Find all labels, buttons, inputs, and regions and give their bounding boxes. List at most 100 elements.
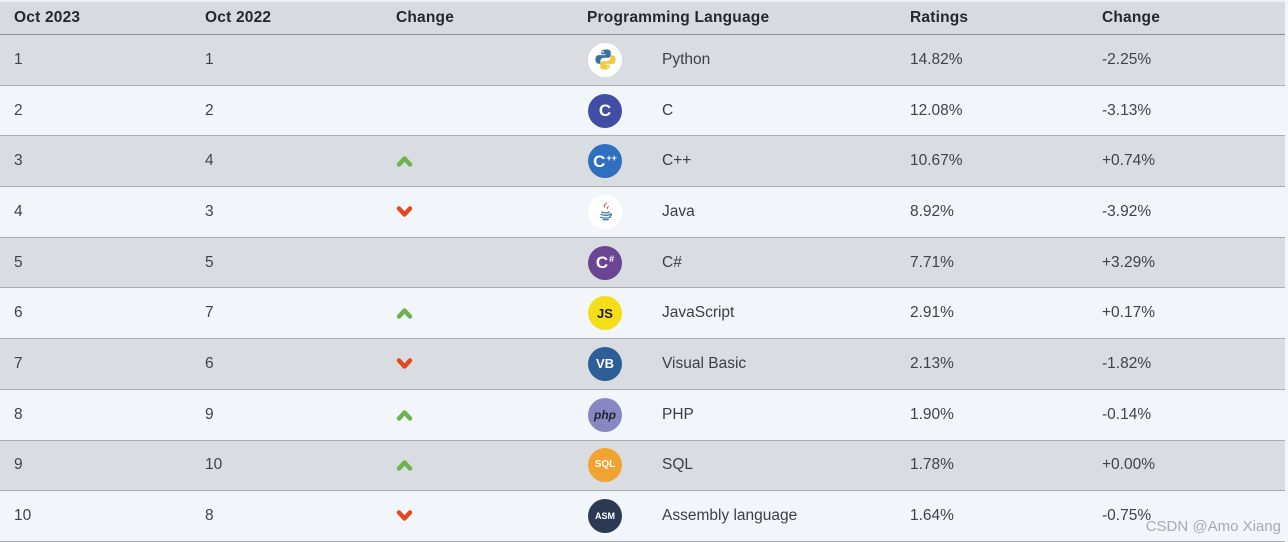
rank-2022-cell: 5 — [205, 253, 214, 271]
table-row: 1 1 Python 14.82% -2.25% — [0, 35, 1285, 86]
rank-2023-cell: 1 — [14, 50, 23, 68]
rank-change-cell — [382, 154, 573, 168]
language-name: C — [662, 101, 674, 119]
php-icon: php — [588, 397, 622, 432]
table-row: 2 2 C C 12.08% -3.13% — [0, 85, 1285, 137]
language-cell: C C — [573, 93, 896, 128]
language-cell: JS JavaScript — [573, 296, 896, 331]
python-icon — [588, 42, 622, 77]
ratings-cell: 1.78% — [910, 456, 954, 474]
cpp-icon: C ++ — [588, 144, 622, 179]
table-row: 4 3 Java 8.92% -3.92% — [0, 187, 1285, 238]
language-name: Visual Basic — [662, 354, 747, 372]
ratings-change-cell: +0.74% — [1102, 152, 1156, 170]
language-cell: VB Visual Basic — [573, 346, 896, 381]
ratings-change-cell: -1.82% — [1102, 354, 1152, 372]
language-name: PHP — [662, 405, 694, 423]
rank-2023-cell: 8 — [14, 405, 23, 423]
down-arrow-icon — [396, 206, 413, 217]
rank-change-cell — [382, 306, 573, 320]
language-name: Java — [662, 202, 695, 220]
ratings-cell: 1.90% — [910, 405, 954, 423]
table-row: 7 6 VB Visual Basic 2.13% -1.82% — [0, 339, 1285, 390]
language-name: Assembly language — [662, 507, 798, 525]
table-row: 10 8 ASM Assembly language 1.64% -0.75% — [0, 491, 1285, 542]
ratings-cell: 14.82% — [910, 50, 963, 68]
rank-change-cell — [382, 357, 573, 371]
sql-icon: SQL — [588, 448, 622, 483]
rank-2023-cell: 9 — [14, 456, 23, 474]
language-cell: ASM Assembly language — [573, 499, 896, 534]
rank-2023-cell: 3 — [14, 152, 23, 170]
rank-2023-cell: 5 — [14, 253, 23, 271]
rank-2023-cell: 7 — [14, 354, 23, 372]
ratings-change-cell: +0.00% — [1102, 456, 1156, 474]
table-row: 8 9 php PHP 1.90% -0.14% — [0, 389, 1285, 441]
java-icon — [588, 194, 622, 229]
language-cell: Python — [573, 42, 896, 77]
table-row: 9 10 SQL SQL 1.78% +0.00% — [0, 440, 1285, 492]
rank-2022-cell: 10 — [205, 456, 223, 474]
language-cell: php PHP — [573, 397, 896, 432]
up-arrow-icon — [396, 409, 413, 421]
table-body: 1 1 Python 14.82% -2.25% 2 2 C C 12.08% … — [0, 35, 1285, 542]
language-cell: C ++ C++ — [573, 144, 896, 179]
rank-2023-cell: 2 — [14, 101, 23, 119]
visual-basic-icon: VB — [588, 346, 622, 381]
language-cell: Java — [573, 194, 896, 229]
rank-change-cell — [382, 408, 573, 422]
table-row: 3 4 C ++ C++ 10.67% +0.74% — [0, 136, 1285, 188]
table-header-row: Oct 2023 Oct 2022 Change Programming Lan… — [0, 0, 1285, 35]
rank-2022-cell: 4 — [205, 152, 214, 170]
icon-sub-label: # — [609, 254, 615, 265]
rank-2022-cell: 3 — [205, 202, 214, 220]
csharp-icon: C # — [588, 245, 622, 280]
icon-sub-label: ++ — [606, 152, 617, 163]
icon-label: C — [593, 151, 606, 171]
language-name: Python — [662, 50, 711, 68]
header-ratings-change: Change — [1102, 9, 1161, 26]
rank-2022-cell: 1 — [205, 50, 214, 68]
down-arrow-icon — [396, 358, 413, 369]
rank-2022-cell: 8 — [205, 507, 214, 525]
ratings-change-cell: -2.25% — [1102, 50, 1152, 68]
header-ratings: Ratings — [910, 9, 969, 26]
ratings-cell: 1.64% — [910, 507, 954, 525]
icon-label: VB — [595, 356, 615, 372]
rank-change-cell — [382, 205, 573, 219]
icon-label: php — [594, 407, 616, 422]
language-cell: SQL SQL — [573, 448, 896, 483]
ratings-change-cell: -0.75% — [1102, 507, 1152, 525]
language-name: SQL — [662, 456, 694, 474]
ratings-change-cell: +0.17% — [1102, 304, 1156, 322]
rank-2023-cell: 10 — [14, 507, 32, 525]
rank-2022-cell: 6 — [205, 354, 214, 372]
rank-2023-cell: 6 — [14, 304, 23, 322]
language-name: C# — [662, 253, 682, 271]
python-logo — [594, 49, 616, 70]
java-logo — [599, 202, 612, 221]
header-rank-current: Oct 2023 — [14, 9, 81, 26]
header-rank-change: Change — [396, 9, 455, 26]
icon-label: ASM — [595, 510, 615, 521]
icon-label: JS — [597, 305, 613, 321]
language-cell: C # C# — [573, 245, 896, 280]
down-arrow-icon — [396, 510, 413, 521]
ratings-change-cell: -3.92% — [1102, 202, 1152, 220]
up-arrow-icon — [396, 156, 413, 167]
rank-change-cell — [382, 458, 573, 472]
header-rank-previous: Oct 2022 — [205, 9, 272, 26]
assembly-icon: ASM — [588, 499, 622, 534]
rank-2022-cell: 2 — [205, 101, 214, 119]
rank-2022-cell: 9 — [205, 405, 214, 423]
ratings-change-cell: +3.29% — [1102, 253, 1156, 271]
ratings-change-cell: -0.14% — [1102, 405, 1152, 423]
up-arrow-icon — [396, 460, 413, 472]
icon-label: C — [595, 253, 609, 273]
ratings-change-cell: -3.13% — [1102, 101, 1152, 119]
up-arrow-icon — [396, 308, 413, 319]
language-name: JavaScript — [662, 304, 735, 322]
ratings-cell: 7.71% — [910, 253, 954, 271]
icon-label: SQL — [594, 459, 616, 471]
